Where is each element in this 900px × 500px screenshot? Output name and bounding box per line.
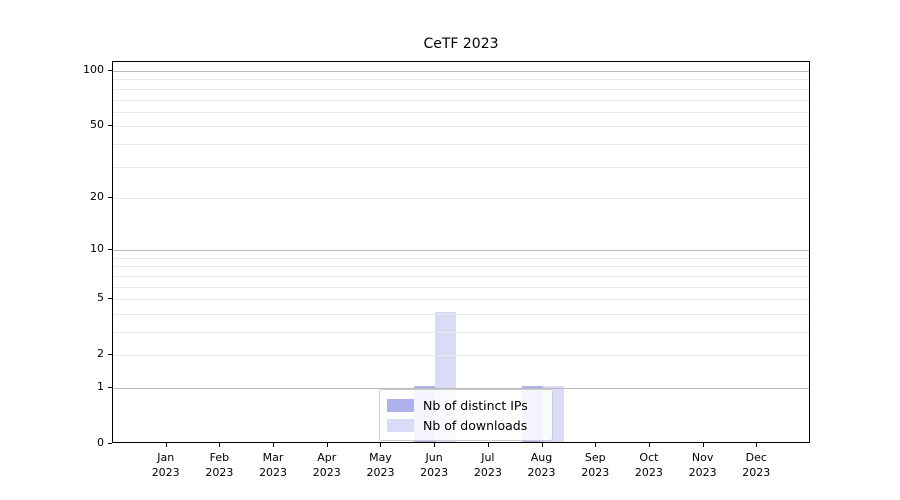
y-tick-20	[108, 196, 112, 198]
gridline-minor-2	[113, 355, 809, 357]
legend-label-downloads: Nb of downloads	[423, 417, 528, 433]
x-tick-nov	[702, 443, 704, 447]
y-tick-label-100: 100	[83, 63, 104, 77]
y-tick-5	[108, 298, 112, 300]
gridline-major-100	[113, 71, 809, 73]
gridline-minor-3	[113, 331, 809, 333]
x-tick-label-mar: Mar 2023	[259, 451, 288, 479]
x-tick-label-feb: Feb 2023	[205, 451, 234, 479]
y-tick-10	[108, 249, 112, 251]
gridline-minor-5	[113, 299, 809, 301]
gridline-major-1	[113, 387, 809, 389]
gridline-minor-70	[113, 99, 809, 101]
gridline-minor-9	[113, 257, 809, 259]
legend-label-distinct-ips: Nb of distinct IPs	[423, 397, 528, 413]
gridline-minor-80	[113, 88, 809, 90]
y-tick-100	[108, 70, 112, 72]
gridline-minor-20	[113, 197, 809, 199]
x-tick-oct	[648, 443, 650, 447]
y-tick-0	[108, 443, 112, 444]
y-tick-label-5: 5	[97, 291, 104, 305]
y-tick-label-1: 1	[97, 379, 104, 393]
gridline-minor-7	[113, 275, 809, 277]
x-tick-sep	[595, 443, 597, 447]
x-tick-jan	[165, 443, 167, 447]
y-tick-label-10: 10	[90, 242, 104, 256]
x-tick-label-nov: Nov 2023	[688, 451, 717, 479]
gridline-minor-4	[113, 313, 809, 315]
x-tick-mar	[273, 443, 275, 447]
gridline-minor-6	[113, 286, 809, 288]
legend-swatch-downloads	[387, 418, 414, 432]
x-tick-jun	[434, 443, 436, 447]
y-tick-1	[108, 386, 112, 388]
x-tick-may	[380, 443, 382, 447]
x-tick-label-oct: Oct 2023	[634, 451, 663, 479]
y-tick-label-50: 50	[90, 118, 104, 132]
legend: Nb of distinct IPs Nb of downloads	[379, 389, 553, 441]
y-tick-label-2: 2	[97, 347, 104, 361]
legend-item-downloads: Nb of downloads	[387, 415, 544, 435]
x-tick-label-dec: Dec 2023	[742, 451, 771, 479]
x-tick-label-aug: Aug 2023	[527, 451, 556, 479]
gridline-minor-40	[113, 143, 809, 145]
plot-area	[112, 61, 810, 443]
x-tick-feb	[219, 443, 221, 447]
gridline-minor-8	[113, 266, 809, 268]
x-tick-jul	[487, 443, 489, 447]
y-tick-label-20: 20	[90, 189, 104, 203]
legend-swatch-distinct-ips	[387, 398, 414, 412]
gridline-minor-50	[113, 126, 809, 128]
legend-item-distinct-ips: Nb of distinct IPs	[387, 395, 544, 415]
gridline-major-10	[113, 250, 809, 252]
x-tick-label-sep: Sep 2023	[581, 451, 610, 479]
x-tick-label-may: May 2023	[366, 451, 395, 479]
x-tick-label-jun: Jun 2023	[420, 451, 449, 479]
y-tick-label-0: 0	[97, 436, 104, 449]
x-tick-aug	[541, 443, 543, 447]
gridline-minor-30	[113, 166, 809, 168]
x-tick-label-jul: Jul 2023	[473, 451, 502, 479]
y-tick-50	[108, 125, 112, 127]
x-tick-label-jan: Jan 2023	[151, 451, 180, 479]
x-tick-dec	[756, 443, 758, 447]
gridline-minor-90	[113, 79, 809, 81]
x-tick-apr	[326, 443, 328, 447]
x-tick-label-apr: Apr 2023	[312, 451, 341, 479]
y-tick-2	[108, 354, 112, 356]
gridline-minor-60	[113, 111, 809, 113]
chart-title: CeTF 2023	[423, 36, 499, 52]
